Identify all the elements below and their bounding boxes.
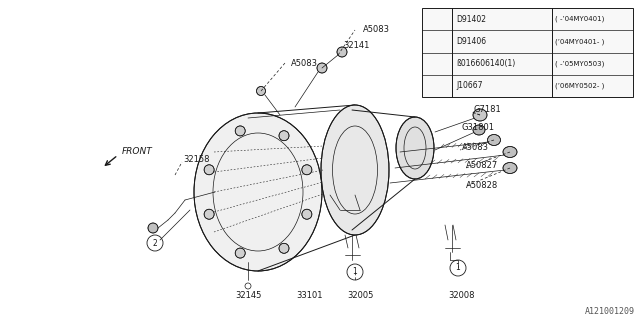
Ellipse shape: [194, 113, 322, 271]
Ellipse shape: [503, 147, 517, 157]
Ellipse shape: [473, 125, 485, 135]
Ellipse shape: [321, 105, 389, 235]
Text: 32141: 32141: [343, 42, 369, 51]
Text: ß016606140(1): ß016606140(1): [456, 59, 515, 68]
Bar: [422, 8, 633, 97]
Text: 33101: 33101: [297, 292, 323, 300]
Text: 2: 2: [152, 238, 157, 247]
Text: 2: 2: [435, 59, 440, 68]
Circle shape: [279, 131, 289, 141]
Text: (’06MY0502- ): (’06MY0502- ): [555, 83, 604, 89]
Text: 32008: 32008: [449, 292, 476, 300]
Text: 1: 1: [435, 15, 440, 24]
Text: A50827: A50827: [466, 162, 499, 171]
Ellipse shape: [337, 47, 347, 57]
Circle shape: [279, 243, 289, 253]
Circle shape: [236, 126, 245, 136]
Text: D91406: D91406: [456, 37, 486, 46]
Text: A121001209: A121001209: [585, 308, 635, 316]
Text: 1: 1: [456, 263, 460, 273]
Ellipse shape: [396, 117, 434, 179]
Circle shape: [148, 223, 158, 233]
Circle shape: [204, 165, 214, 175]
Text: 32145: 32145: [235, 292, 261, 300]
Circle shape: [204, 209, 214, 219]
Ellipse shape: [473, 109, 487, 121]
Text: G7181: G7181: [473, 106, 500, 115]
Ellipse shape: [317, 63, 327, 73]
Text: 1: 1: [353, 268, 357, 276]
Text: (’04MY0401- ): (’04MY0401- ): [555, 38, 604, 44]
Text: A5083: A5083: [363, 25, 390, 34]
Text: ( -’04MY0401): ( -’04MY0401): [555, 16, 604, 22]
Text: D91402: D91402: [456, 15, 486, 24]
Text: J10667: J10667: [456, 81, 483, 90]
Text: A50828: A50828: [466, 180, 499, 189]
Text: ( -’05MY0503): ( -’05MY0503): [555, 60, 604, 67]
Text: FRONT: FRONT: [122, 148, 153, 156]
Circle shape: [302, 165, 312, 175]
Text: A5083: A5083: [462, 143, 489, 153]
Circle shape: [302, 209, 312, 219]
Circle shape: [236, 248, 245, 258]
Text: 32005: 32005: [347, 292, 373, 300]
Ellipse shape: [257, 86, 266, 95]
Ellipse shape: [488, 134, 500, 146]
Text: A5083: A5083: [291, 60, 318, 68]
Ellipse shape: [503, 163, 517, 173]
Text: 32158: 32158: [183, 156, 209, 164]
Text: G31801: G31801: [462, 124, 495, 132]
